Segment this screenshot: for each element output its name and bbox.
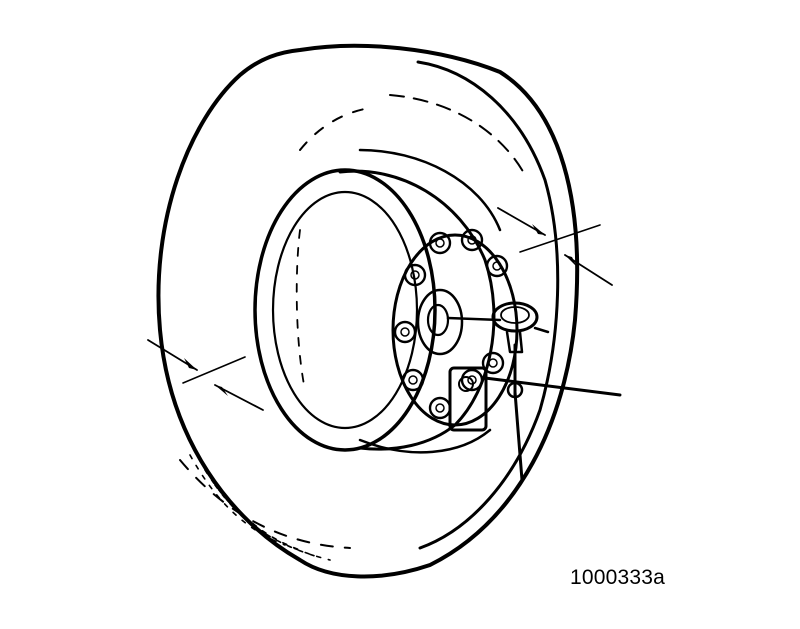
wheel-nut-2 [460,228,484,252]
tire-sidewall-edge [416,60,560,550]
tire-bead-inner [358,148,502,232]
tread-groove-1 [189,454,286,546]
wheel-nut-8 [481,351,505,375]
left-arrow-upper-head-icon [184,358,197,370]
tire [156,43,580,579]
rim-outer-flange [253,168,437,452]
wheel-nut-6 [401,368,425,392]
hub-axle-cap [426,303,450,337]
indicator-stem [533,326,550,334]
right-arrow-lower-head-icon [565,255,577,267]
tread-dash-1 [389,94,526,176]
wheel-nut-4 [403,263,427,287]
hub-center [416,288,464,356]
tread-groove-4 [227,497,331,561]
stand-horizontal-rod [483,376,622,397]
indicator-plunger [446,316,502,322]
magnetic-base [448,366,488,432]
stand-joint [506,381,524,399]
rim-inner-flange [271,190,419,430]
right-arrow-upper-head-icon [532,224,545,235]
rim [253,168,496,452]
stand-lower-rod [513,390,524,482]
rim-inner-shadow [295,229,306,391]
hub-flange [391,233,519,427]
tread-groove-3 [214,484,316,557]
tread-dash-3 [179,459,351,549]
right-reference-line [519,224,601,253]
rim-well [338,169,496,451]
wheel-nut-5 [393,320,417,344]
dial-indicator-gauge-icon [491,301,539,333]
tire-outer-outline [156,43,580,579]
measurement-arrows [147,207,613,411]
tire-bead-lower [358,428,492,454]
magnetic-base-knob [458,376,474,392]
wheel-nut-3 [485,254,509,278]
left-reference-line [182,356,246,384]
dial-indicator-assembly [446,301,622,482]
dial-indicator-face [500,306,530,324]
wheel-nut-7 [428,396,452,420]
figure-reference-code: 1000333a [570,566,666,589]
tread-dash-2 [299,107,371,151]
hub [391,228,519,427]
tread-groove-2 [204,469,301,551]
wheel-nut-1 [428,231,452,255]
left-arrow-lower-head-icon [215,385,228,396]
